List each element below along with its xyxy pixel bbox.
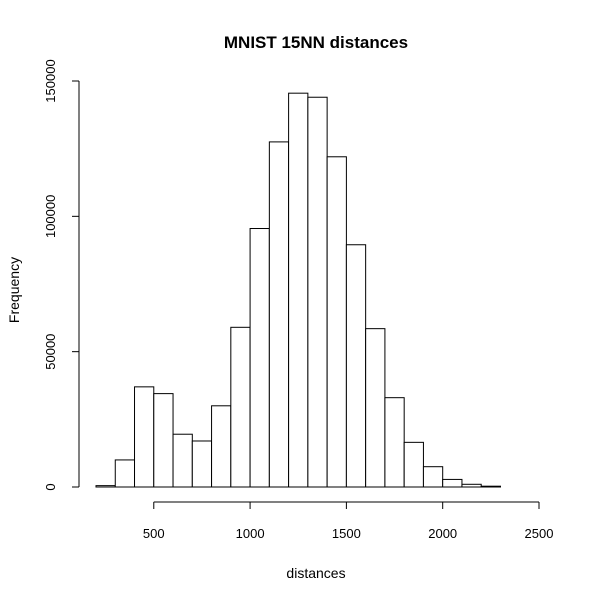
histogram-bar [365,328,386,488]
x-tick-label: 2500 [525,526,554,541]
histogram-bar [442,478,463,488]
histogram-bar [191,440,213,488]
histogram-bar [172,433,193,488]
x-tick-label: 500 [143,526,165,541]
y-axis-label: Frequency [6,257,22,323]
y-axis: 0 50000 100000 150000 [43,59,80,491]
y-tick-label: 150000 [43,59,58,102]
y-tick-label: 50000 [43,334,58,370]
histogram-bars [95,92,501,488]
histogram-bar [307,96,328,488]
histogram-bar [153,393,174,488]
x-tick-label: 1000 [236,526,265,541]
histogram-bar [461,483,482,488]
histogram-bar [134,386,155,488]
chart-title: MNIST 15NN distances [224,33,408,52]
histogram-bar [288,92,309,488]
histogram-bar [230,326,251,488]
histogram-bar [211,405,232,488]
histogram-bar [268,141,290,488]
y-tick-label: 100000 [43,195,58,238]
histogram-bar [249,228,270,488]
histogram-bar [422,466,444,488]
y-tick-label: 0 [43,483,58,490]
histogram-bar [95,485,116,488]
histogram-bar [326,156,347,488]
histogram-bar [403,441,424,488]
histogram-bar [114,459,136,488]
x-axis: 500 1000 1500 2000 2500 [143,501,554,541]
histogram-bar [384,397,405,488]
histogram-bar [480,485,501,488]
x-axis-label: distances [286,565,345,581]
x-tick-label: 1500 [332,526,361,541]
histogram-bar [345,244,367,488]
x-tick-label: 2000 [428,526,457,541]
